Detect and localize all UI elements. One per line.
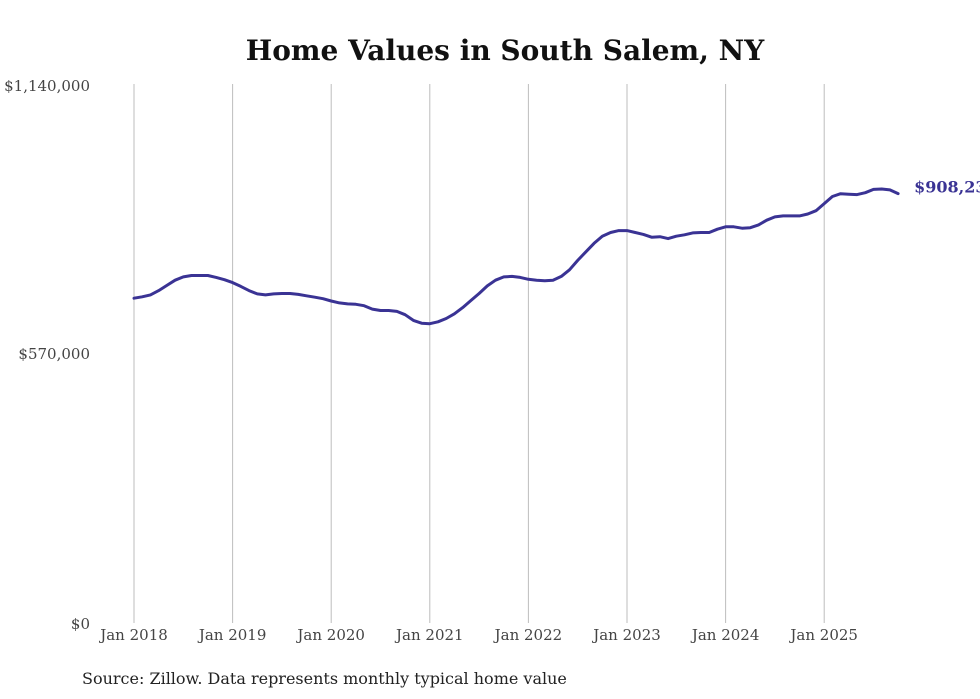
vertical-gridlines [133,84,825,623]
y-tick-label: $1,140,000 [4,77,90,95]
x-axis-ticks: Jan 2018 Jan 2019 Jan 2020 Jan 2021 Jan 2022… [98,626,858,644]
home-value-line [132,187,900,326]
chart-title: Home Values in South Salem, NY [246,34,766,67]
x-tick-label: Jan 2018 [98,626,168,644]
latest-value-label: $908,235 [914,178,980,197]
source-note: Source: Zillow. Data represents monthly … [82,669,567,688]
x-tick-label: Jan 2024 [690,626,760,644]
x-tick-label: Jan 2021 [394,626,464,644]
x-tick-label: Jan 2019 [197,626,267,644]
y-axis-ticks: $1,140,000 $570,000 $0 [4,77,90,633]
x-tick-label: Jan 2020 [295,626,365,644]
y-tick-label: $570,000 [18,345,90,363]
x-tick-label: Jan 2022 [493,626,563,644]
y-tick-label: $0 [71,615,90,633]
x-tick-label: Jan 2023 [591,626,661,644]
x-tick-label: Jan 2025 [788,626,858,644]
